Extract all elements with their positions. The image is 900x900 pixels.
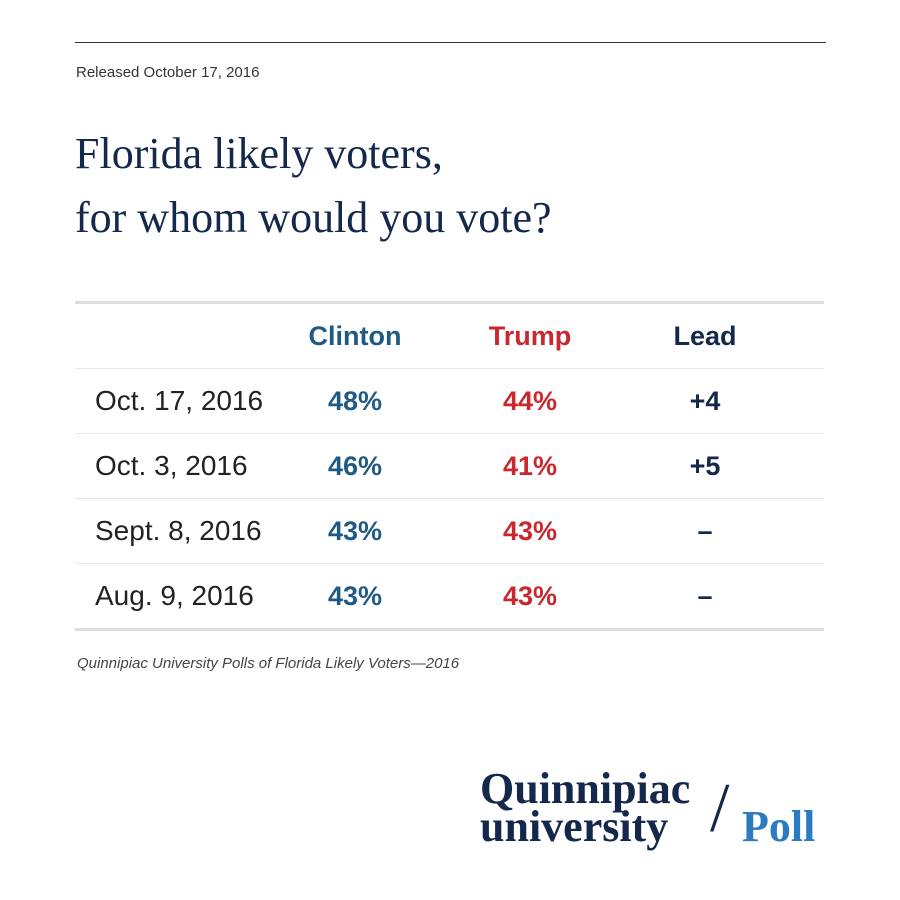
table-row: Sept. 8, 2016 43% 43% – <box>75 498 824 563</box>
value-cell: 43% <box>327 515 383 546</box>
value-cell: – <box>697 515 713 546</box>
header-cell: Trump <box>488 320 572 351</box>
logo-line: Quinnipiac <box>480 764 691 813</box>
value-cell: 46% <box>327 450 383 481</box>
value-cell: – <box>697 580 713 611</box>
header-cell: Clinton <box>308 320 402 351</box>
date-cell: Aug. 9, 2016 <box>95 580 254 611</box>
logo-poll: Poll <box>742 802 816 851</box>
title-line: for whom would you vote? <box>75 193 552 242</box>
logo-slash: / <box>710 770 730 847</box>
date-cell: Oct. 3, 2016 <box>95 450 248 481</box>
table-row: Oct. 3, 2016 46% 41% +5 <box>75 433 824 498</box>
value-cell: 43% <box>502 515 558 546</box>
header-row: Clinton Trump Lead <box>75 304 824 368</box>
rule <box>75 42 826 43</box>
source-note: Quinnipiac University Polls of Florida L… <box>77 655 460 672</box>
value-cell: 44% <box>502 385 558 416</box>
title-line: Florida likely voters, <box>75 129 443 178</box>
value-cell: 41% <box>502 450 558 481</box>
logo: Quinnipiac university / Poll <box>480 764 815 851</box>
value-cell: 43% <box>327 580 383 611</box>
table-row: Oct. 17, 2016 48% 44% +4 <box>75 368 824 433</box>
header-cell: Lead <box>673 320 737 351</box>
value-cell: 48% <box>327 385 383 416</box>
poll-table: Clinton Trump Lead Oct. 17, 2016 48% 44% +4 Oct… <box>75 301 824 631</box>
release-date: Released October 17, 2016 <box>76 64 260 81</box>
value-cell: +4 <box>689 385 721 416</box>
logo-line: university <box>480 802 669 851</box>
title: Florida likely voters, for whom would yo… <box>75 122 552 250</box>
date-cell: Oct. 17, 2016 <box>95 385 264 416</box>
date-cell: Sept. 8, 2016 <box>95 515 262 546</box>
value-cell: +5 <box>689 450 721 481</box>
value-cell: 43% <box>502 580 558 611</box>
table-row: Aug. 9, 2016 43% 43% – <box>75 563 824 628</box>
